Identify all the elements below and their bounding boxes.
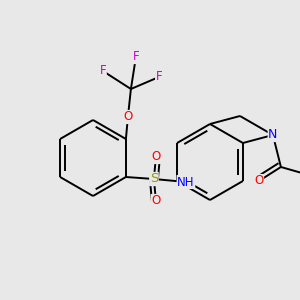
Text: F: F [156,70,162,83]
Text: O: O [151,194,160,208]
Text: F: F [133,50,139,64]
Text: NH: NH [177,176,195,188]
Text: N: N [268,128,278,142]
Text: S: S [150,172,158,185]
Text: F: F [100,64,106,77]
Text: O: O [254,175,263,188]
Text: O: O [151,151,160,164]
Text: O: O [123,110,133,124]
